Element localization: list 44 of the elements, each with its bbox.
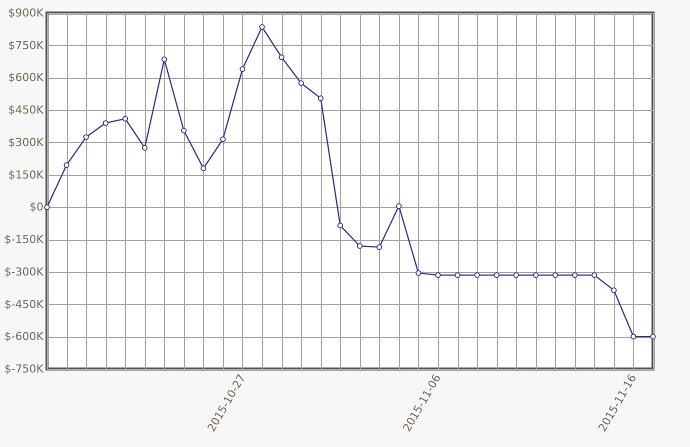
point (376, 244, 382, 250)
y-tick-label: $150K (8, 168, 44, 182)
point (278, 54, 284, 60)
point (611, 287, 617, 294)
point (650, 334, 656, 340)
point (435, 272, 441, 278)
point (64, 162, 70, 168)
point (102, 120, 108, 126)
point (200, 166, 206, 172)
y-tick-label: $-300K (4, 265, 44, 278)
point (240, 66, 246, 72)
point (142, 145, 148, 151)
point (220, 136, 226, 142)
y-tick-label: $300K (8, 136, 44, 149)
point (318, 95, 324, 102)
point (474, 272, 480, 278)
y-tick-label: $-150K (4, 233, 44, 246)
y-tick-label: $0 (30, 200, 44, 214)
point (180, 128, 187, 134)
point (592, 272, 598, 278)
point (83, 134, 89, 140)
point (454, 272, 460, 278)
y-tick-label: $750K (8, 38, 44, 52)
point (630, 334, 636, 340)
point (532, 272, 539, 278)
point (44, 204, 50, 210)
point (396, 203, 402, 209)
y-tick-label: $-450K (4, 298, 44, 311)
point (259, 24, 265, 30)
point (552, 272, 558, 278)
y-tick-label: $-750K (4, 362, 44, 376)
point (161, 56, 168, 62)
point (122, 116, 128, 122)
point (416, 270, 422, 276)
point (337, 222, 344, 228)
point (513, 272, 520, 278)
y-tick-label: $450K (8, 104, 44, 117)
point (494, 272, 500, 278)
point (572, 272, 578, 278)
y-tick-label: $-600K (4, 330, 44, 344)
y-tick-label: $600K (8, 71, 44, 84)
point (298, 80, 304, 86)
y-tick-label: $900K (8, 6, 44, 20)
point (356, 243, 363, 249)
